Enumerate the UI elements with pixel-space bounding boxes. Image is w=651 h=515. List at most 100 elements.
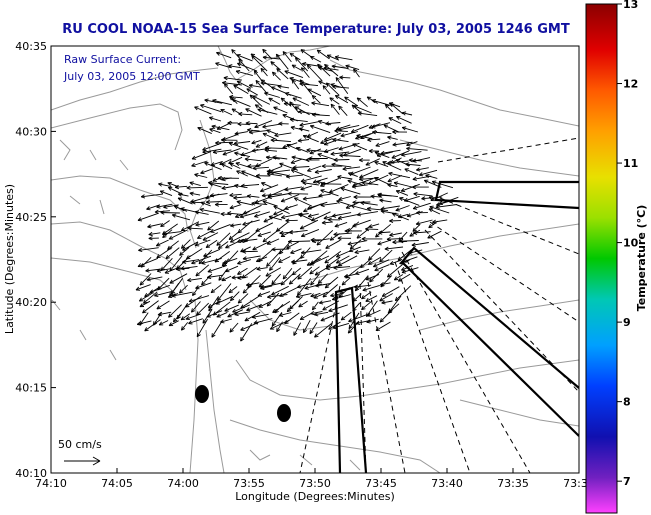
current-vector <box>302 181 319 186</box>
scale-label: 50 cm/s <box>58 438 102 451</box>
current-vector <box>223 75 242 81</box>
current-vector <box>383 124 400 133</box>
current-vector <box>253 318 273 325</box>
current-vector <box>154 291 172 298</box>
current-vector <box>159 190 173 197</box>
current-vector <box>341 277 351 286</box>
current-vector <box>306 64 323 81</box>
current-vector <box>234 151 251 158</box>
current-vector <box>227 211 243 216</box>
current-vector <box>329 233 341 241</box>
current-vector <box>211 124 230 131</box>
current-vector <box>220 318 233 324</box>
current-vector <box>372 130 392 135</box>
current-vector <box>300 249 322 255</box>
current-vector <box>338 196 351 201</box>
current-vector <box>395 205 410 212</box>
radar-beams <box>299 137 579 473</box>
current-vector <box>286 300 299 313</box>
current-vector <box>229 232 250 243</box>
current-vector <box>353 194 372 200</box>
current-vector <box>247 194 260 199</box>
current-vector <box>216 311 228 318</box>
current-vector <box>215 140 233 146</box>
current-vector <box>314 323 332 338</box>
current-vector <box>333 265 351 270</box>
current-vector <box>264 91 280 98</box>
current-vector <box>271 273 281 285</box>
current-vector <box>382 161 402 171</box>
current-vector <box>320 202 338 208</box>
colorbar-label: Temperature (°C) <box>635 205 648 312</box>
current-vector <box>415 219 433 226</box>
current-vector <box>387 135 398 140</box>
current-vector <box>293 322 301 336</box>
current-vector <box>309 124 331 134</box>
current-vector <box>412 175 432 181</box>
current-vector <box>211 321 222 338</box>
current-vector <box>367 137 381 143</box>
current-vector <box>164 267 178 274</box>
current-vector <box>158 320 169 326</box>
current-vector <box>349 239 362 250</box>
current-vector <box>194 210 209 215</box>
current-vector <box>406 146 428 151</box>
current-vector <box>387 174 403 183</box>
current-vector <box>292 165 310 170</box>
current-vector <box>356 134 373 140</box>
current-vector <box>255 141 268 148</box>
current-vector <box>324 250 342 264</box>
current-vector <box>325 121 341 126</box>
current-vector <box>290 169 311 178</box>
current-vector <box>177 197 193 205</box>
current-vector <box>313 291 328 299</box>
current-vector <box>324 63 339 77</box>
current-vector <box>227 309 243 318</box>
current-vector <box>233 84 249 94</box>
current-vector <box>266 250 282 267</box>
current-vector <box>206 274 223 280</box>
current-vector <box>311 112 330 117</box>
current-vector <box>237 293 249 304</box>
current-vector <box>194 173 208 178</box>
current-vector <box>160 210 180 215</box>
current-vector <box>377 239 392 246</box>
current-vector <box>377 192 398 198</box>
current-vector <box>334 55 353 61</box>
current-vector <box>262 228 280 243</box>
current-vector <box>389 232 402 237</box>
current-vector <box>278 312 292 317</box>
current-vector <box>298 213 312 221</box>
current-vector <box>384 104 394 113</box>
current-vector <box>247 163 261 169</box>
current-vector <box>337 236 352 241</box>
current-vector <box>210 284 222 294</box>
current-vector <box>334 221 348 228</box>
current-vector <box>244 157 262 162</box>
current-vector <box>180 265 198 271</box>
current-vector <box>269 319 289 330</box>
current-vector <box>361 236 383 242</box>
current-vector <box>375 223 391 238</box>
current-vector <box>282 51 292 63</box>
current-vector <box>299 121 319 127</box>
current-vector <box>278 256 291 263</box>
current-vector <box>325 239 341 249</box>
current-vector <box>271 247 289 252</box>
current-vector <box>401 151 422 157</box>
current-vector <box>182 259 200 264</box>
current-vector <box>401 111 413 116</box>
current-vector <box>405 162 421 167</box>
current-vector <box>395 189 409 196</box>
current-vector <box>310 273 321 286</box>
current-vector <box>412 202 431 210</box>
current-vector <box>237 62 258 72</box>
x-tick-label: 73:35 <box>497 477 529 490</box>
current-vector <box>168 229 188 240</box>
current-vector <box>309 322 318 335</box>
current-vector <box>348 246 361 253</box>
current-vector <box>309 255 330 266</box>
current-vector <box>330 103 340 115</box>
current-vector <box>391 150 410 159</box>
current-vector <box>300 185 313 191</box>
